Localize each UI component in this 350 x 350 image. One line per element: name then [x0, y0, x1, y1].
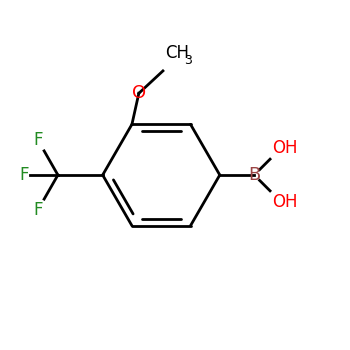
Text: O: O [132, 84, 146, 102]
Text: 3: 3 [184, 55, 192, 68]
Text: OH: OH [272, 193, 297, 211]
Text: F: F [33, 201, 42, 219]
Text: B: B [248, 166, 260, 184]
Text: OH: OH [272, 139, 297, 158]
Text: F: F [33, 131, 42, 149]
Text: F: F [19, 166, 29, 184]
Text: CH: CH [164, 44, 189, 62]
